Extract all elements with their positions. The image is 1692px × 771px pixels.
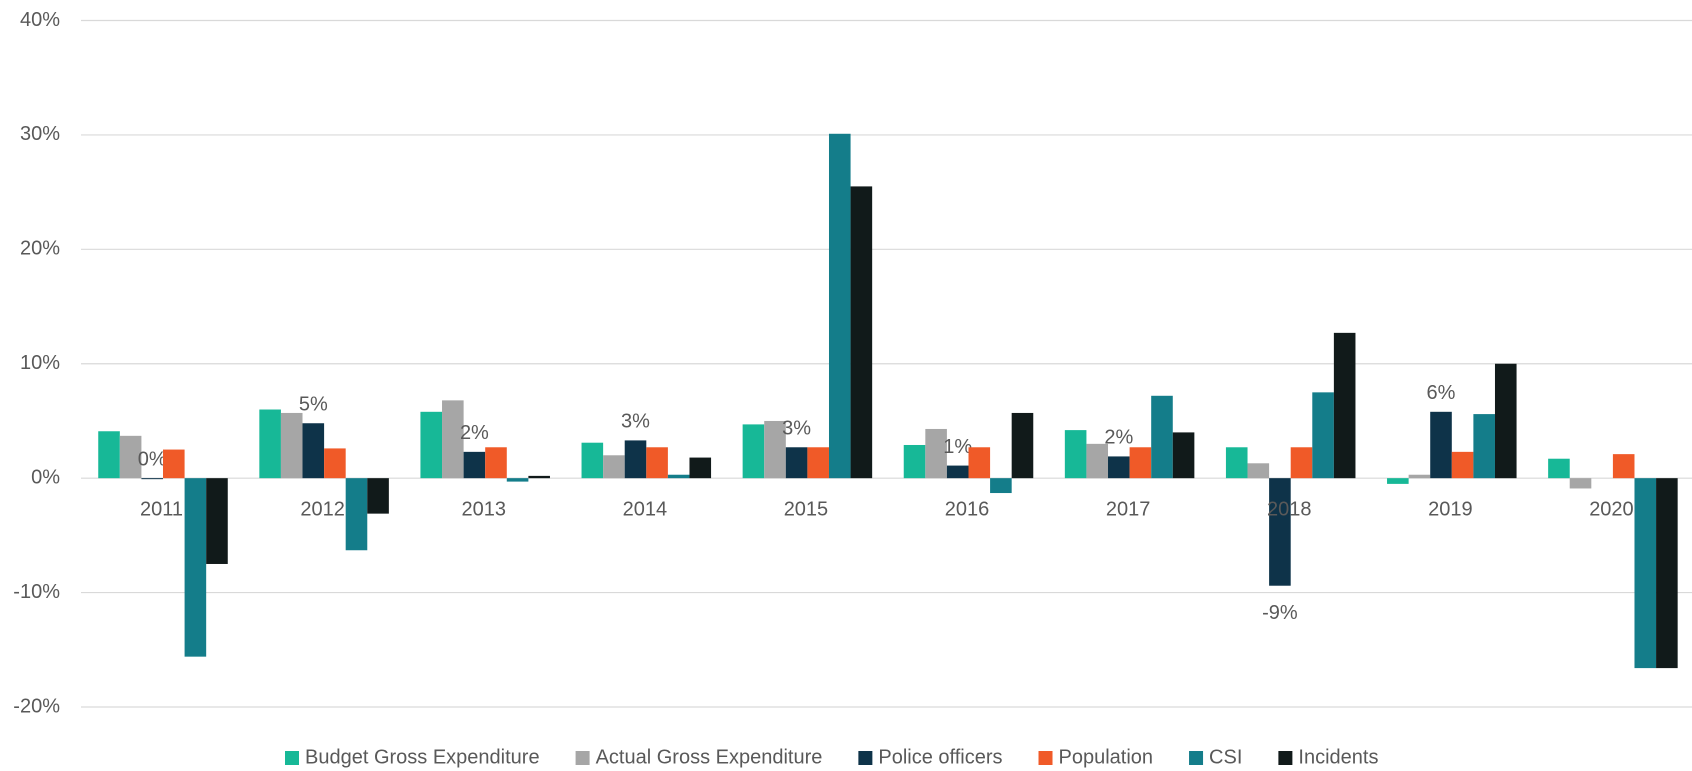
data-label: 0% — [138, 448, 167, 470]
x-tick-label: 2017 — [1106, 498, 1151, 520]
bar — [119, 435, 142, 479]
bar — [903, 444, 926, 479]
data-label: 1% — [943, 436, 972, 458]
y-tick-label: -20% — [13, 695, 60, 717]
data-label: -9% — [1262, 602, 1298, 624]
bar — [624, 440, 647, 479]
y-tick-label: -10% — [13, 581, 60, 603]
bar — [1612, 454, 1635, 479]
bar — [420, 411, 443, 479]
legend-swatch — [575, 751, 590, 765]
bar — [1451, 451, 1474, 479]
x-tick-label: 2012 — [300, 498, 345, 520]
bar — [946, 465, 969, 479]
bar — [1430, 411, 1452, 479]
bar — [1290, 447, 1313, 479]
data-label: 3% — [621, 411, 650, 433]
bar — [742, 424, 765, 479]
bar — [1473, 414, 1495, 479]
bar — [184, 478, 207, 657]
bar — [1011, 412, 1034, 479]
bar — [302, 423, 325, 479]
bar — [259, 409, 281, 479]
bar — [1172, 432, 1195, 479]
bar — [1151, 395, 1173, 479]
data-label: 2% — [1104, 427, 1133, 449]
y-tick-label: 0% — [31, 466, 60, 488]
bar — [990, 478, 1012, 494]
y-tick-label: 10% — [20, 352, 60, 374]
bar — [463, 451, 486, 479]
bar — [442, 400, 464, 479]
bar — [968, 447, 991, 479]
bar — [162, 449, 185, 479]
bar — [828, 133, 851, 479]
y-tick-label: 40% — [20, 9, 60, 31]
bar — [367, 478, 389, 514]
y-tick-label: 30% — [20, 123, 60, 145]
bar — [485, 447, 507, 479]
bar — [581, 442, 604, 479]
bar — [141, 478, 163, 480]
bar — [1269, 478, 1291, 586]
bar — [1548, 458, 1570, 479]
x-tick-label: 2020 — [1589, 498, 1634, 520]
bar — [667, 474, 690, 479]
x-tick-label: 2013 — [462, 498, 507, 520]
legend-label: CSI — [1209, 746, 1242, 768]
x-tick-label: 2016 — [945, 498, 990, 520]
data-label: 6% — [1427, 382, 1456, 404]
bar — [1129, 447, 1152, 479]
legend-label: Population — [1059, 746, 1154, 768]
bar — [324, 448, 346, 479]
x-tick-label: 2014 — [623, 498, 668, 520]
bar — [1108, 456, 1130, 479]
legend-swatch — [1189, 751, 1204, 765]
bar — [528, 475, 550, 479]
bar — [98, 431, 120, 479]
bar — [1225, 447, 1248, 479]
legend-label: Budget Gross Expenditure — [305, 746, 540, 768]
bar — [1569, 478, 1592, 489]
data-label: 3% — [782, 418, 811, 440]
bar — [764, 420, 786, 479]
bar — [1086, 443, 1109, 479]
bar — [689, 457, 712, 479]
legend-swatch — [1038, 751, 1053, 765]
bar — [1494, 363, 1517, 479]
bar — [345, 478, 368, 551]
bar — [785, 447, 808, 479]
x-tick-label: 2019 — [1428, 498, 1473, 520]
bar — [1312, 392, 1334, 479]
legend-label: Incidents — [1298, 746, 1378, 768]
data-label: 5% — [299, 394, 328, 416]
bar — [925, 428, 947, 479]
bar — [1656, 478, 1678, 669]
legend-label: Actual Gross Expenditure — [596, 746, 823, 768]
y-tick-label: 20% — [20, 238, 60, 260]
bar — [850, 186, 873, 479]
bar — [280, 412, 303, 479]
bar — [807, 447, 829, 479]
legend-label: Police officers — [878, 746, 1002, 768]
bar — [603, 455, 625, 479]
legend-swatch — [1278, 751, 1293, 765]
bar — [506, 478, 529, 482]
legend-swatch — [285, 751, 299, 765]
x-tick-label: 2015 — [784, 498, 829, 520]
bar — [1408, 474, 1431, 479]
x-tick-label: 2011 — [140, 498, 183, 520]
x-tick-label: 2018 — [1267, 498, 1312, 520]
bar — [1247, 463, 1270, 479]
bar — [646, 447, 668, 479]
bar — [1064, 430, 1087, 479]
bar — [1634, 478, 1657, 669]
bar — [1387, 478, 1409, 484]
data-label: 2% — [460, 422, 489, 444]
bar — [1333, 332, 1356, 479]
bar — [206, 478, 228, 564]
legend-swatch — [858, 751, 873, 765]
